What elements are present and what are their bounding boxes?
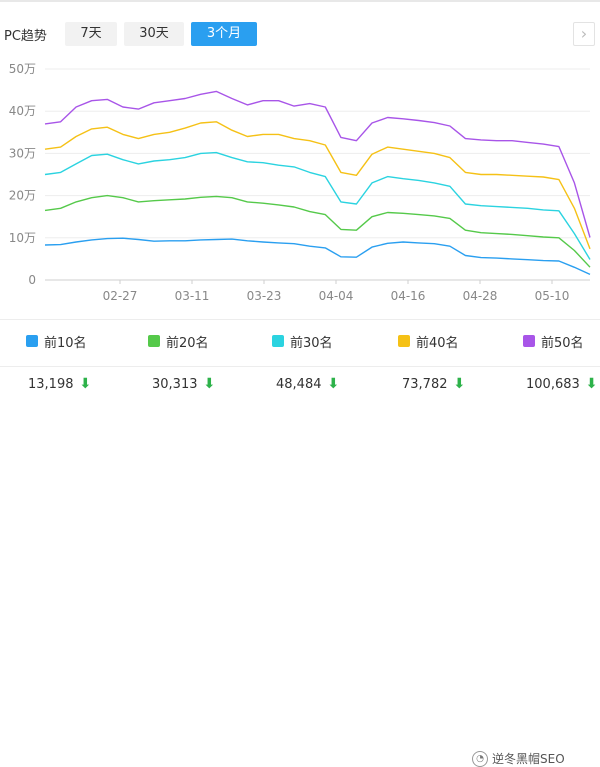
- legend-item-top50[interactable]: 前50名: [523, 330, 584, 352]
- arrow-down-icon: ⬇: [585, 376, 598, 392]
- legend-item-top30[interactable]: 前30名: [272, 330, 333, 352]
- total-top10: 13,198 ⬇: [28, 376, 91, 392]
- series-line-top10: [44, 237, 591, 276]
- total-value: 13,198: [28, 376, 74, 392]
- legend-swatch: [148, 335, 160, 347]
- y-tick-label: 30万: [9, 146, 36, 160]
- total-top30: 48,484 ⬇: [276, 376, 339, 392]
- chart-legend: 前10名 前20名 前30名 前40名 前50名: [0, 330, 600, 352]
- total-top20: 30,313 ⬇: [152, 376, 215, 392]
- totals-row: 13,198 ⬇ 30,313 ⬇ 48,484 ⬇ 73,782 ⬇ 100,683 ⬇…: [0, 376, 600, 767]
- legend-item-top10[interactable]: 前10名: [26, 330, 87, 352]
- y-tick-label: 20万: [9, 189, 36, 203]
- legend-swatch: [398, 335, 410, 347]
- legend-item-top40[interactable]: 前40名: [398, 330, 459, 352]
- total-top40: 73,782 ⬇: [402, 376, 465, 392]
- y-tick-label: 10万: [9, 231, 36, 245]
- series-line-top20: [44, 194, 591, 268]
- total-value: 73,782: [402, 376, 448, 392]
- chart-divider: [0, 319, 600, 320]
- x-tick-label: 04-28: [463, 289, 498, 303]
- total-value: 48,484: [276, 376, 322, 392]
- y-tick-label: 50万: [9, 62, 36, 76]
- tab-30-days[interactable]: 30天: [124, 22, 184, 46]
- chevron-right-icon[interactable]: ›: [573, 22, 595, 46]
- total-top50: 100,683 ⬇: [526, 376, 598, 392]
- arrow-down-icon: ⬇: [79, 376, 92, 392]
- legend-label: 前40名: [416, 335, 459, 351]
- x-tick-label: 02-27: [103, 289, 138, 303]
- series-line-top30: [44, 151, 591, 260]
- legend-swatch: [272, 335, 284, 347]
- x-tick-label: 05-10: [535, 289, 570, 303]
- legend-label: 前10名: [44, 335, 87, 351]
- series-line-top40: [44, 121, 591, 250]
- legend-label: 前50名: [541, 335, 584, 351]
- arrow-down-icon: ⬇: [203, 376, 216, 392]
- y-tick-label: 0: [28, 273, 36, 287]
- legend-swatch: [26, 335, 38, 347]
- x-tick-label: 04-16: [391, 289, 426, 303]
- arrow-down-icon: ⬇: [327, 376, 340, 392]
- watermark-text: 逆冬黑帽SEO: [492, 752, 565, 766]
- x-tick-label: 03-23: [247, 289, 282, 303]
- trend-toolbar: PC趋势 7天 30天 3个月 ›: [0, 22, 600, 48]
- top-border: [0, 0, 600, 2]
- legend-label: 前30名: [290, 335, 333, 351]
- series-line-top50: [44, 90, 591, 238]
- x-tick-label: 04-04: [319, 289, 354, 303]
- totals-divider: [0, 366, 600, 367]
- wechat-watermark: ◔ 逆冬黑帽SEO: [472, 750, 565, 767]
- y-tick-label: 40万: [9, 104, 36, 118]
- legend-label: 前20名: [166, 335, 209, 351]
- x-tick-label: 03-11: [175, 289, 210, 303]
- wechat-icon: ◔: [472, 750, 488, 767]
- panel-title: PC趋势: [4, 29, 47, 44]
- legend-swatch: [523, 335, 535, 347]
- trend-line-chart: 0 10万 20万 30万 40万 50万 02-27 03-11 03-23 04-04 04-1…: [9, 62, 591, 303]
- tab-7-days[interactable]: 7天: [65, 22, 117, 46]
- legend-item-top20[interactable]: 前20名: [148, 330, 209, 352]
- arrow-down-icon: ⬇: [453, 376, 466, 392]
- tab-3-months[interactable]: 3个月: [191, 22, 257, 46]
- total-value: 100,683: [526, 376, 580, 392]
- total-value: 30,313: [152, 376, 198, 392]
